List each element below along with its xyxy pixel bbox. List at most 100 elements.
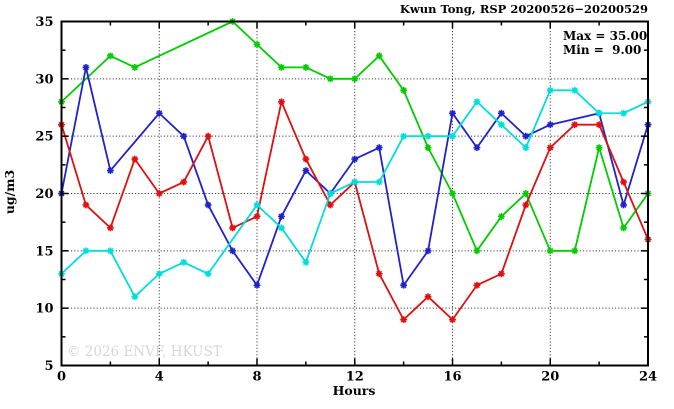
y-tick-label: 20 bbox=[35, 187, 53, 202]
marker-stroke bbox=[571, 247, 578, 254]
data-point-marker-red bbox=[253, 213, 261, 220]
data-point-marker-red bbox=[229, 224, 236, 232]
data-point-marker-red bbox=[278, 98, 285, 106]
data-point-marker-cyan bbox=[155, 270, 163, 278]
data-point-marker-red bbox=[595, 121, 603, 129]
data-point-marker-cyan bbox=[400, 132, 408, 140]
data-point-marker-cyan bbox=[375, 178, 383, 186]
data-point-marker-red bbox=[449, 316, 456, 324]
data-point-marker-red bbox=[546, 144, 554, 152]
marker-stroke bbox=[302, 259, 309, 266]
marker-stroke bbox=[254, 213, 260, 220]
grid-lines bbox=[61, 21, 648, 366]
y-tick-label: 5 bbox=[44, 359, 53, 374]
marker-stroke bbox=[107, 167, 114, 174]
marker-stroke bbox=[278, 213, 285, 220]
data-point-marker-blue bbox=[82, 63, 90, 71]
marker-stroke bbox=[82, 64, 89, 71]
stat-min-label: Min = 9.00 bbox=[563, 43, 641, 57]
marker-stroke bbox=[156, 190, 163, 197]
marker-stroke bbox=[107, 52, 114, 59]
data-point-marker-blue bbox=[449, 109, 456, 117]
data-point-marker-red bbox=[473, 281, 481, 289]
marker-stroke bbox=[400, 87, 407, 94]
marker-stroke bbox=[547, 247, 554, 254]
x-axis-label: Hours bbox=[333, 383, 376, 398]
data-point-marker-blue bbox=[424, 247, 432, 255]
marker-stroke bbox=[498, 270, 505, 277]
marker-stroke bbox=[131, 64, 138, 71]
marker-stroke bbox=[449, 316, 456, 323]
data-point-marker-red bbox=[375, 270, 383, 278]
data-point-marker-blue bbox=[400, 281, 408, 289]
marker-stroke bbox=[425, 293, 432, 300]
data-point-marker-cyan bbox=[204, 270, 212, 278]
data-point-marker-green bbox=[571, 247, 579, 255]
data-point-marker-cyan bbox=[326, 190, 334, 197]
marker-stroke bbox=[400, 282, 407, 289]
marker-stroke bbox=[131, 156, 138, 163]
marker-stroke bbox=[351, 179, 358, 185]
marker-stroke bbox=[620, 224, 627, 231]
marker-stroke bbox=[254, 282, 260, 289]
data-point-marker-green bbox=[497, 213, 505, 220]
marker-stroke bbox=[400, 133, 407, 140]
marker-stroke bbox=[180, 259, 187, 266]
data-point-marker-cyan bbox=[106, 247, 114, 255]
marker-stroke bbox=[205, 133, 212, 140]
data-point-marker-red bbox=[400, 316, 408, 324]
x-tick-label: 4 bbox=[155, 370, 164, 385]
data-point-marker-green bbox=[253, 41, 261, 48]
data-point-marker-cyan bbox=[278, 224, 285, 232]
data-point-marker-blue bbox=[106, 167, 114, 174]
data-point-marker-cyan bbox=[522, 144, 530, 152]
data-point-marker-cyan bbox=[180, 258, 188, 266]
data-point-marker-red bbox=[424, 293, 432, 301]
data-point-marker-green bbox=[375, 52, 383, 60]
marker-stroke bbox=[571, 121, 578, 128]
marker-stroke bbox=[449, 133, 456, 140]
marker-stroke bbox=[327, 75, 334, 82]
data-point-marker-red bbox=[204, 132, 212, 140]
marker-stroke bbox=[596, 110, 603, 117]
marker-stroke bbox=[498, 213, 505, 220]
chart-title: Kwun Tong, RSP 20200526−20200529 bbox=[400, 2, 648, 16]
data-point-marker-cyan bbox=[571, 86, 579, 94]
data-point-marker-cyan bbox=[82, 247, 90, 255]
data-point-marker-cyan bbox=[620, 109, 627, 117]
marker-stroke bbox=[620, 179, 627, 185]
marker-stroke bbox=[473, 98, 480, 105]
marker-stroke bbox=[302, 167, 309, 174]
data-point-marker-green bbox=[449, 190, 456, 197]
data-point-marker-green bbox=[278, 63, 285, 71]
marker-stroke bbox=[156, 270, 163, 277]
data-point-marker-red bbox=[326, 201, 334, 209]
data-point-marker-cyan bbox=[595, 109, 603, 117]
marker-stroke bbox=[254, 41, 260, 48]
stat-max-label: Max = 35.00 bbox=[563, 29, 647, 43]
watermark-text: © 2026 ENVF, HKUST bbox=[67, 344, 222, 360]
data-point-marker-blue bbox=[620, 201, 627, 209]
marker-stroke bbox=[498, 110, 505, 117]
marker-stroke bbox=[376, 144, 383, 151]
y-tick-label: 10 bbox=[35, 302, 53, 317]
marker-stroke bbox=[473, 282, 480, 289]
x-tick-label: 12 bbox=[346, 370, 364, 385]
y-axis-label: ug/m3 bbox=[2, 170, 17, 214]
data-point-marker-red bbox=[497, 270, 505, 278]
marker-stroke bbox=[205, 202, 212, 208]
data-point-marker-green bbox=[351, 75, 359, 83]
marker-stroke bbox=[107, 224, 114, 231]
marker-stroke bbox=[425, 133, 432, 140]
marker-stroke bbox=[400, 316, 407, 323]
marker-stroke bbox=[205, 270, 212, 277]
marker-stroke bbox=[473, 144, 480, 151]
data-point-marker-blue bbox=[253, 281, 261, 289]
marker-stroke bbox=[596, 144, 603, 151]
marker-stroke bbox=[376, 270, 383, 277]
marker-stroke bbox=[180, 133, 187, 140]
data-point-marker-cyan bbox=[449, 132, 456, 140]
data-point-marker-red bbox=[106, 224, 114, 232]
data-point-marker-blue bbox=[522, 132, 530, 140]
